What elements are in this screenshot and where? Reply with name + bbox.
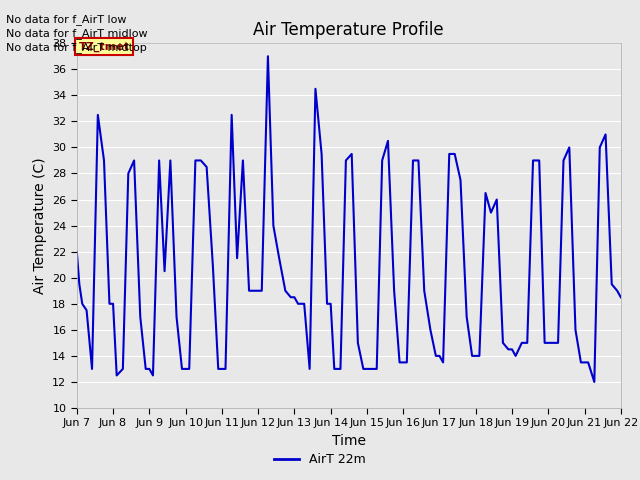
Text: No data for f_AirT midlow: No data for f_AirT midlow xyxy=(6,28,148,39)
Legend: AirT 22m: AirT 22m xyxy=(269,448,371,471)
Text: No data for f_AirT midtop: No data for f_AirT midtop xyxy=(6,42,147,53)
Title: Air Temperature Profile: Air Temperature Profile xyxy=(253,21,444,39)
Text: No data for f_AirT low: No data for f_AirT low xyxy=(6,13,127,24)
Y-axis label: Air Temperature (C): Air Temperature (C) xyxy=(33,157,47,294)
X-axis label: Time: Time xyxy=(332,434,366,448)
Text: TZ_tmet: TZ_tmet xyxy=(79,42,130,52)
